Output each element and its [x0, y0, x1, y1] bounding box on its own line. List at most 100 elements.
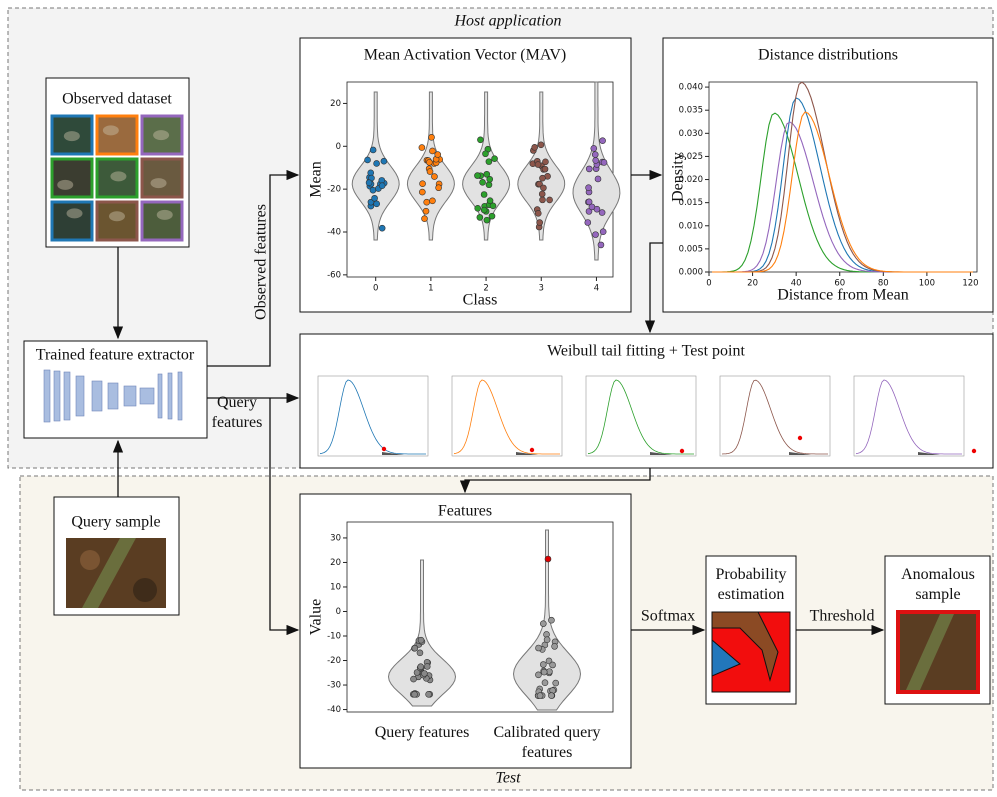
x-tick-label: 4: [594, 284, 599, 294]
layer: [44, 370, 50, 422]
thumbnail-detail: [67, 208, 83, 218]
mini-frame: [318, 376, 428, 456]
thumbnail-detail: [64, 131, 80, 141]
layer: [140, 388, 154, 404]
plot-title: Distance distributions: [758, 47, 898, 64]
observed-features-label: Observed features: [253, 204, 270, 320]
dot: [542, 680, 548, 686]
dot: [545, 556, 551, 562]
dot: [381, 158, 387, 164]
x-tick-label: 120: [962, 279, 978, 289]
diagram: Host application Test Observed dataset T…: [0, 0, 997, 797]
thumbnail: [97, 116, 137, 154]
dot: [418, 637, 424, 643]
y-tick-label: 20: [330, 99, 341, 109]
test-label: Test: [495, 770, 521, 787]
query-image: [66, 538, 166, 608]
dot: [539, 191, 545, 197]
dot: [487, 198, 493, 204]
dot: [374, 201, 380, 207]
dot: [553, 680, 559, 686]
dot: [436, 185, 442, 191]
thumbnail: [142, 159, 182, 197]
x-axis-label: Class: [463, 292, 498, 309]
dot: [535, 210, 541, 216]
layer: [108, 383, 118, 409]
dot: [542, 159, 548, 165]
x-axis-label: Distance from Mean: [777, 287, 909, 304]
dot: [366, 180, 372, 186]
layer: [76, 376, 84, 416]
dot: [419, 145, 425, 151]
y-tick-label: 20: [330, 558, 341, 568]
query-title: Query sample: [71, 514, 160, 531]
dot: [591, 145, 597, 151]
dot: [548, 693, 554, 699]
dot: [481, 207, 487, 213]
plot-title: Mean Activation Vector (MAV): [364, 47, 566, 64]
dot: [492, 156, 498, 162]
test-point: [680, 449, 684, 453]
thumbnails: [52, 116, 182, 240]
y-axis-label: Density: [670, 152, 687, 202]
y-tick-label: 0.010: [679, 221, 703, 231]
x-tick-label: 0: [706, 279, 711, 289]
dot: [431, 174, 437, 180]
dot: [481, 191, 487, 197]
plot-title: Features: [438, 503, 492, 520]
host-label: Host application: [453, 13, 561, 30]
dot: [486, 182, 492, 188]
layer: [64, 372, 70, 420]
x-tick-label: 0: [373, 284, 378, 294]
mini-frame: [854, 376, 964, 456]
dot: [379, 225, 385, 231]
thumbnail-detail: [109, 211, 125, 221]
probability-title: Probability estimation: [708, 565, 794, 605]
y-tick-label: -10: [327, 632, 341, 642]
x-tick-label: 1: [428, 284, 433, 294]
layer: [178, 372, 182, 420]
dot: [541, 669, 547, 675]
dot: [426, 159, 432, 165]
canvas: Host application Test Observed dataset T…: [0, 0, 997, 797]
weibull-title: Weibull tail fitting + Test point: [547, 343, 745, 360]
y-tick-label: 10: [330, 582, 341, 592]
y-tick-label: -20: [327, 656, 341, 666]
query-features-label: Query features: [204, 393, 270, 433]
y-tick-label: -40: [327, 228, 341, 238]
softmax-label: Softmax: [641, 608, 695, 625]
dot: [365, 157, 371, 163]
category-label: Query features: [352, 723, 492, 743]
dot: [544, 637, 550, 643]
dot: [489, 213, 495, 219]
dot: [586, 199, 592, 205]
dot: [474, 173, 480, 179]
dot: [540, 662, 546, 668]
dot: [593, 232, 599, 238]
thumbnail-detail: [157, 210, 173, 220]
test-point: [530, 448, 534, 452]
test-point: [972, 449, 976, 453]
y-tick-label: -20: [327, 185, 341, 195]
dot: [538, 142, 544, 148]
extractor-title: Trained feature extractor: [36, 347, 195, 364]
dot: [429, 148, 435, 154]
dot: [412, 691, 418, 697]
dot: [480, 179, 486, 185]
x-tick-label: 3: [539, 284, 544, 294]
dot: [475, 205, 481, 211]
dot: [601, 159, 607, 165]
category-label: Calibrated query features: [482, 723, 612, 763]
y-axis-label: Value: [308, 599, 325, 635]
dot: [370, 147, 376, 153]
layer: [124, 386, 136, 406]
thumbnail-detail: [153, 130, 169, 140]
dot: [412, 645, 418, 651]
dot: [418, 664, 424, 670]
y-tick-label: 0.005: [679, 244, 703, 254]
dot: [422, 216, 428, 222]
dot: [423, 208, 429, 214]
y-tick-label: -60: [327, 270, 341, 280]
dot: [427, 169, 433, 175]
y-axis-label: Mean: [308, 161, 325, 197]
